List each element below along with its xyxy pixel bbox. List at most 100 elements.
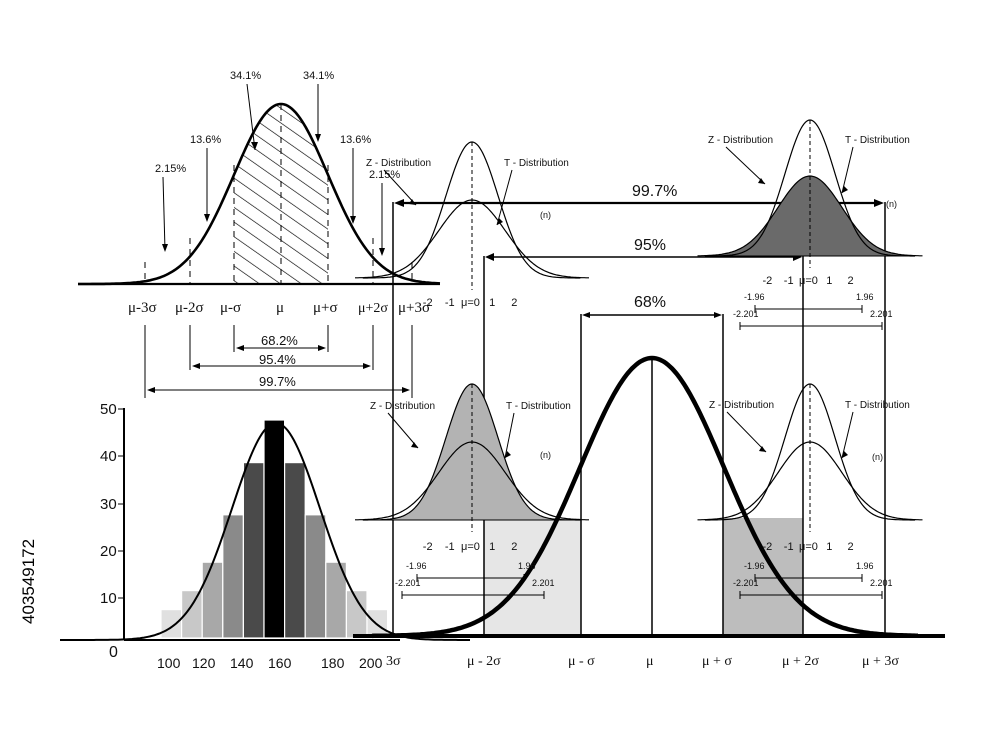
degrees-freedom-label: (n) — [872, 452, 883, 462]
y-tick-30: 30 — [100, 496, 117, 513]
t-curve-line — [355, 199, 589, 279]
origin-label: 0 — [109, 644, 118, 661]
axis-mu-minus-sigma: μ-σ — [220, 300, 241, 316]
panel-tick-label: 2 — [848, 275, 854, 287]
crit-z-low: -1.96 — [406, 561, 427, 571]
main-bell-curve — [371, 355, 918, 639]
crit-t-low: -2.201 — [395, 578, 421, 588]
stock-id-text: 403549172 — [19, 539, 38, 624]
panel-tick-label: 1 — [489, 297, 495, 309]
main-curve-area: 99.7% 95% 68% 3σ μ - 2σ μ - σ μ μ + σ μ … — [353, 183, 945, 669]
pct-label-2-right: 2.15% — [369, 169, 400, 181]
histogram: 50 40 30 20 10 0 100 120 140 160 180 200 — [60, 401, 470, 671]
panel-tick-label: 2 — [511, 541, 517, 553]
x-tick-180: 180 — [321, 655, 345, 671]
crit-t-high: 2.201 — [870, 309, 893, 319]
panel-tick-label: μ=0 — [799, 541, 818, 553]
shade-right-tail — [723, 518, 803, 636]
t-label-arrow-line — [841, 411, 854, 459]
y-tick-40: 40 — [100, 448, 117, 465]
t-curve-fill — [697, 176, 923, 256]
panel-tick-label: μ=0 — [461, 541, 480, 553]
z-label-arrowhead — [758, 178, 765, 184]
pct-label-34-left: 34.1% — [230, 70, 261, 82]
x-tick-140: 140 — [230, 655, 254, 671]
zt-panel-top-right: Z - Distribution T - Distribution (n) -2 -1 μ… — [697, 119, 923, 330]
main-axis-3sigma: 3σ — [386, 654, 401, 669]
t-label-arrow-line — [841, 146, 854, 194]
t-label-arrowhead — [842, 451, 848, 458]
panel-tick-label: 2 — [511, 297, 517, 309]
x-tick-100: 100 — [157, 655, 181, 671]
axis-mu: μ — [276, 300, 284, 316]
standard-normal-curve: 34.1% 34.1% 13.6% 13.6% 2.15% 2.15% μ-3σ… — [78, 70, 441, 398]
pct-label-2-left: 2.15% — [155, 163, 186, 175]
panel-tick-label: 2 — [848, 541, 854, 553]
t-label-arrow-line — [504, 412, 515, 459]
crit-z-high: 1.96 — [856, 561, 874, 571]
crit-z-low: -1.96 — [744, 561, 765, 571]
zt-panel-bottom-right: Z - Distribution T - Distribution (n) -2 -1 μ… — [697, 383, 923, 599]
degrees-freedom-label: (n) — [886, 199, 897, 209]
y-tick-10: 10 — [100, 590, 117, 607]
main-axis-mu-minus-sigma: μ - σ — [568, 654, 595, 669]
zt-panels: Z - Distribution T - Distribution (n) -2 -1 μ… — [355, 119, 923, 599]
histogram-bar — [201, 561, 224, 639]
crit-z-low: -1.96 — [744, 292, 765, 302]
histogram-bars — [160, 419, 389, 639]
t-label-arrow-line — [496, 169, 513, 226]
axis-mu-plus-sigma: μ+σ — [313, 300, 338, 316]
panel-tick-label: -2 — [423, 297, 433, 309]
panel-tick-label: -1 — [784, 541, 794, 553]
panel-tick-label: -1 — [445, 297, 455, 309]
z-distribution-label: Z - Distribution — [709, 400, 774, 411]
z-label-arrowhead — [759, 446, 766, 452]
panel-tick-label: -2 — [763, 541, 773, 553]
t-distribution-label: T - Distribution — [506, 401, 571, 412]
crit-z-high: 1.96 — [518, 561, 536, 571]
shade-left-tail — [484, 518, 581, 636]
histogram-bar — [222, 514, 245, 639]
t-label-arrowhead — [505, 451, 511, 458]
crit-t-high: 2.201 — [532, 578, 555, 588]
bell-curve-line — [78, 102, 441, 286]
x-tick-120: 120 — [192, 655, 216, 671]
x-tick-200: 200 — [359, 655, 383, 671]
main-axis-mu-minus-2sigma: μ - 2σ — [467, 654, 501, 669]
histogram-bar — [284, 462, 306, 639]
panel-tick-label: 1 — [826, 275, 832, 287]
panel-tick-label: μ=0 — [461, 297, 480, 309]
histogram-bar — [263, 419, 286, 639]
stock-id-watermark: 403549172 — [19, 539, 38, 624]
crit-t-low: -2.201 — [733, 309, 759, 319]
crit-z-high: 1.96 — [856, 292, 874, 302]
panel-tick-label: 1 — [489, 541, 495, 553]
z-label-arrowhead — [411, 442, 418, 448]
panel-tick-label: 1 — [826, 541, 832, 553]
z-label-arrow-line — [383, 169, 417, 206]
pct-label-34-right: 34.1% — [303, 70, 334, 82]
main-range-68-label: 68% — [634, 294, 666, 311]
panel-tick-label: μ=0 — [799, 275, 818, 287]
main-axis-mu-plus-sigma: μ + σ — [702, 654, 732, 669]
zt-panel-top-left: Z - Distribution T - Distribution (n) -2 -1 μ… — [355, 141, 589, 309]
y-tick-50: 50 — [100, 401, 117, 418]
t-label-arrowhead — [497, 218, 503, 225]
panel-tick-label: -1 — [445, 541, 455, 553]
z-curve-fill — [362, 384, 581, 520]
z-label-arrow-line — [726, 411, 767, 453]
main-range-95-label: 95% — [634, 237, 666, 254]
axis-mu-minus-2sigma: μ-2σ — [175, 300, 204, 316]
main-axis-mu-plus-2sigma: μ + 2σ — [782, 654, 819, 669]
histogram-bar — [242, 462, 265, 639]
range-95-label: 95.4% — [259, 352, 296, 367]
z-label-arrowhead — [409, 199, 416, 205]
axis-mu-plus-3sigma: μ+3σ — [398, 300, 430, 316]
z-distribution-label: Z - Distribution — [366, 158, 431, 169]
one-sigma-hatched-area — [234, 104, 328, 284]
z-label-arrow-line — [387, 412, 419, 449]
t-label-arrowhead — [842, 186, 848, 193]
pct-label-13-left: 13.6% — [190, 134, 221, 146]
panel-tick-label: -1 — [784, 275, 794, 287]
